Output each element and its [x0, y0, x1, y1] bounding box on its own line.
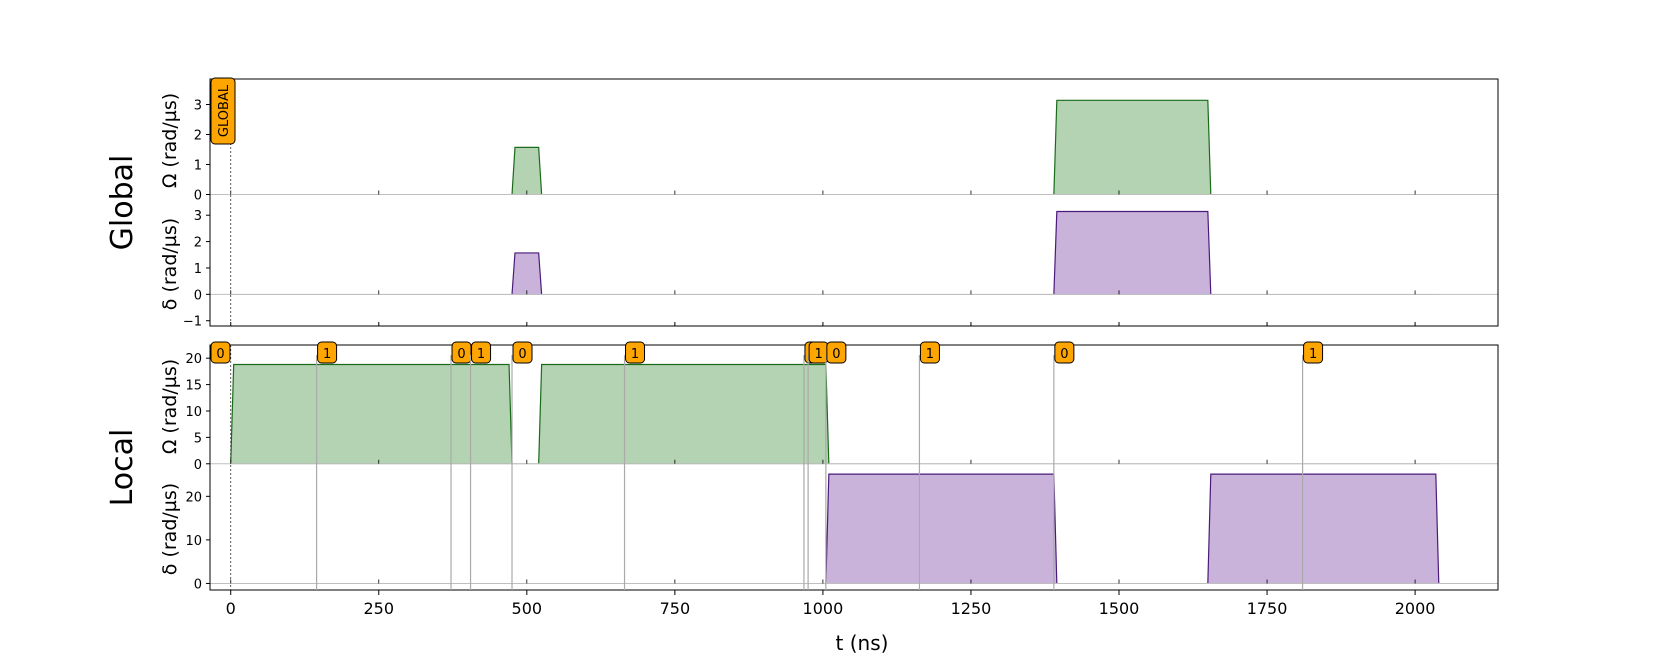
pulse-line-omega-0 [230, 363, 513, 464]
y-axis-label: Ω (rad/µs) [159, 359, 181, 454]
group-label: Global [105, 155, 140, 251]
y-tick-label: 15 [185, 379, 202, 394]
marker-label: 1 [323, 347, 331, 362]
group-frame [209, 344, 1499, 591]
marker-box [471, 341, 492, 364]
y-tick-label: 10 [185, 534, 202, 549]
y-tick-label: 3 [194, 99, 202, 114]
y-tick-label: 2 [194, 129, 202, 144]
y-tick-label: 3 [194, 209, 202, 224]
marker-label: 1 [477, 347, 485, 362]
pulse-line-delta-0 [511, 252, 543, 295]
y-tick-label: 20 [185, 490, 202, 505]
x-axis-label: t (ns) [836, 631, 889, 655]
marker-label: 1 [631, 347, 639, 362]
x-tick-label: 1750 [1247, 599, 1288, 618]
group-frame [209, 78, 1499, 327]
pulse-line-omega-1 [1053, 99, 1212, 195]
marker-label: 1 [926, 347, 934, 362]
marker-label: GLOBAL [217, 84, 232, 137]
marker-box [826, 341, 847, 364]
x-tick-label: 500 [512, 599, 543, 618]
x-tick-label: 250 [363, 599, 394, 618]
y-axis-label: Ω (rad/µs) [159, 93, 181, 188]
marker-label: 0 [1060, 347, 1068, 362]
y-tick-label: 0 [194, 458, 202, 473]
pulse-line-delta-1 [1053, 210, 1212, 295]
marker-box [317, 341, 338, 364]
y-tick-label: 0 [194, 189, 202, 204]
pulse-area-delta-1 [1053, 211, 1211, 295]
pulse-line-delta-0 [825, 473, 1058, 584]
y-tick-label: 1 [194, 159, 202, 174]
x-tick-label: 1000 [803, 599, 844, 618]
y-axis-label: δ (rad/µs) [159, 483, 181, 575]
y-tick-label: 0 [194, 288, 202, 303]
group-label: Local [105, 429, 140, 507]
y-tick-label: 5 [194, 431, 202, 446]
y-tick-label: 10 [185, 405, 202, 420]
marker-label: 0 [518, 347, 526, 362]
marker-box [210, 77, 236, 145]
pulse-area-delta-1 [1207, 474, 1439, 584]
pulse-area-omega-0 [512, 147, 542, 195]
marker-label: 0 [216, 347, 224, 362]
marker-box [512, 341, 533, 364]
y-tick-label: 20 [185, 352, 202, 367]
pulse-line-omega-0 [511, 146, 543, 195]
marker-box [625, 341, 646, 364]
pulse-area-omega-0 [230, 364, 513, 464]
marker-box [919, 341, 940, 364]
y-tick-label: 2 [194, 236, 202, 251]
marker-label: 1 [814, 347, 822, 362]
y-tick-label: 1 [194, 262, 202, 277]
pulse-line-delta-1 [1207, 473, 1440, 584]
marker-box [1054, 341, 1075, 364]
y-tick-label: 0 [194, 577, 202, 592]
marker-box [451, 341, 472, 364]
x-tick-label: 0 [226, 599, 236, 618]
y-tick-label: −1 [183, 315, 202, 330]
marker-label: 0 [457, 347, 465, 362]
pulse-area-omega-1 [1053, 100, 1211, 195]
x-tick-label: 1500 [1099, 599, 1140, 618]
pulse-area-omega-1 [538, 364, 829, 464]
pulse-line-omega-1 [538, 363, 830, 464]
marker-label: 1 [1309, 347, 1317, 362]
y-axis-label: δ (rad/µs) [159, 218, 181, 310]
marker-box [1303, 341, 1324, 364]
pulse-area-delta-0 [512, 252, 542, 295]
marker-box [210, 341, 231, 364]
marker-label: 0 [832, 347, 840, 362]
x-tick-label: 2000 [1395, 599, 1436, 618]
pulse-area-delta-0 [825, 474, 1057, 584]
x-tick-label: 1250 [951, 599, 992, 618]
x-tick-label: 750 [660, 599, 691, 618]
